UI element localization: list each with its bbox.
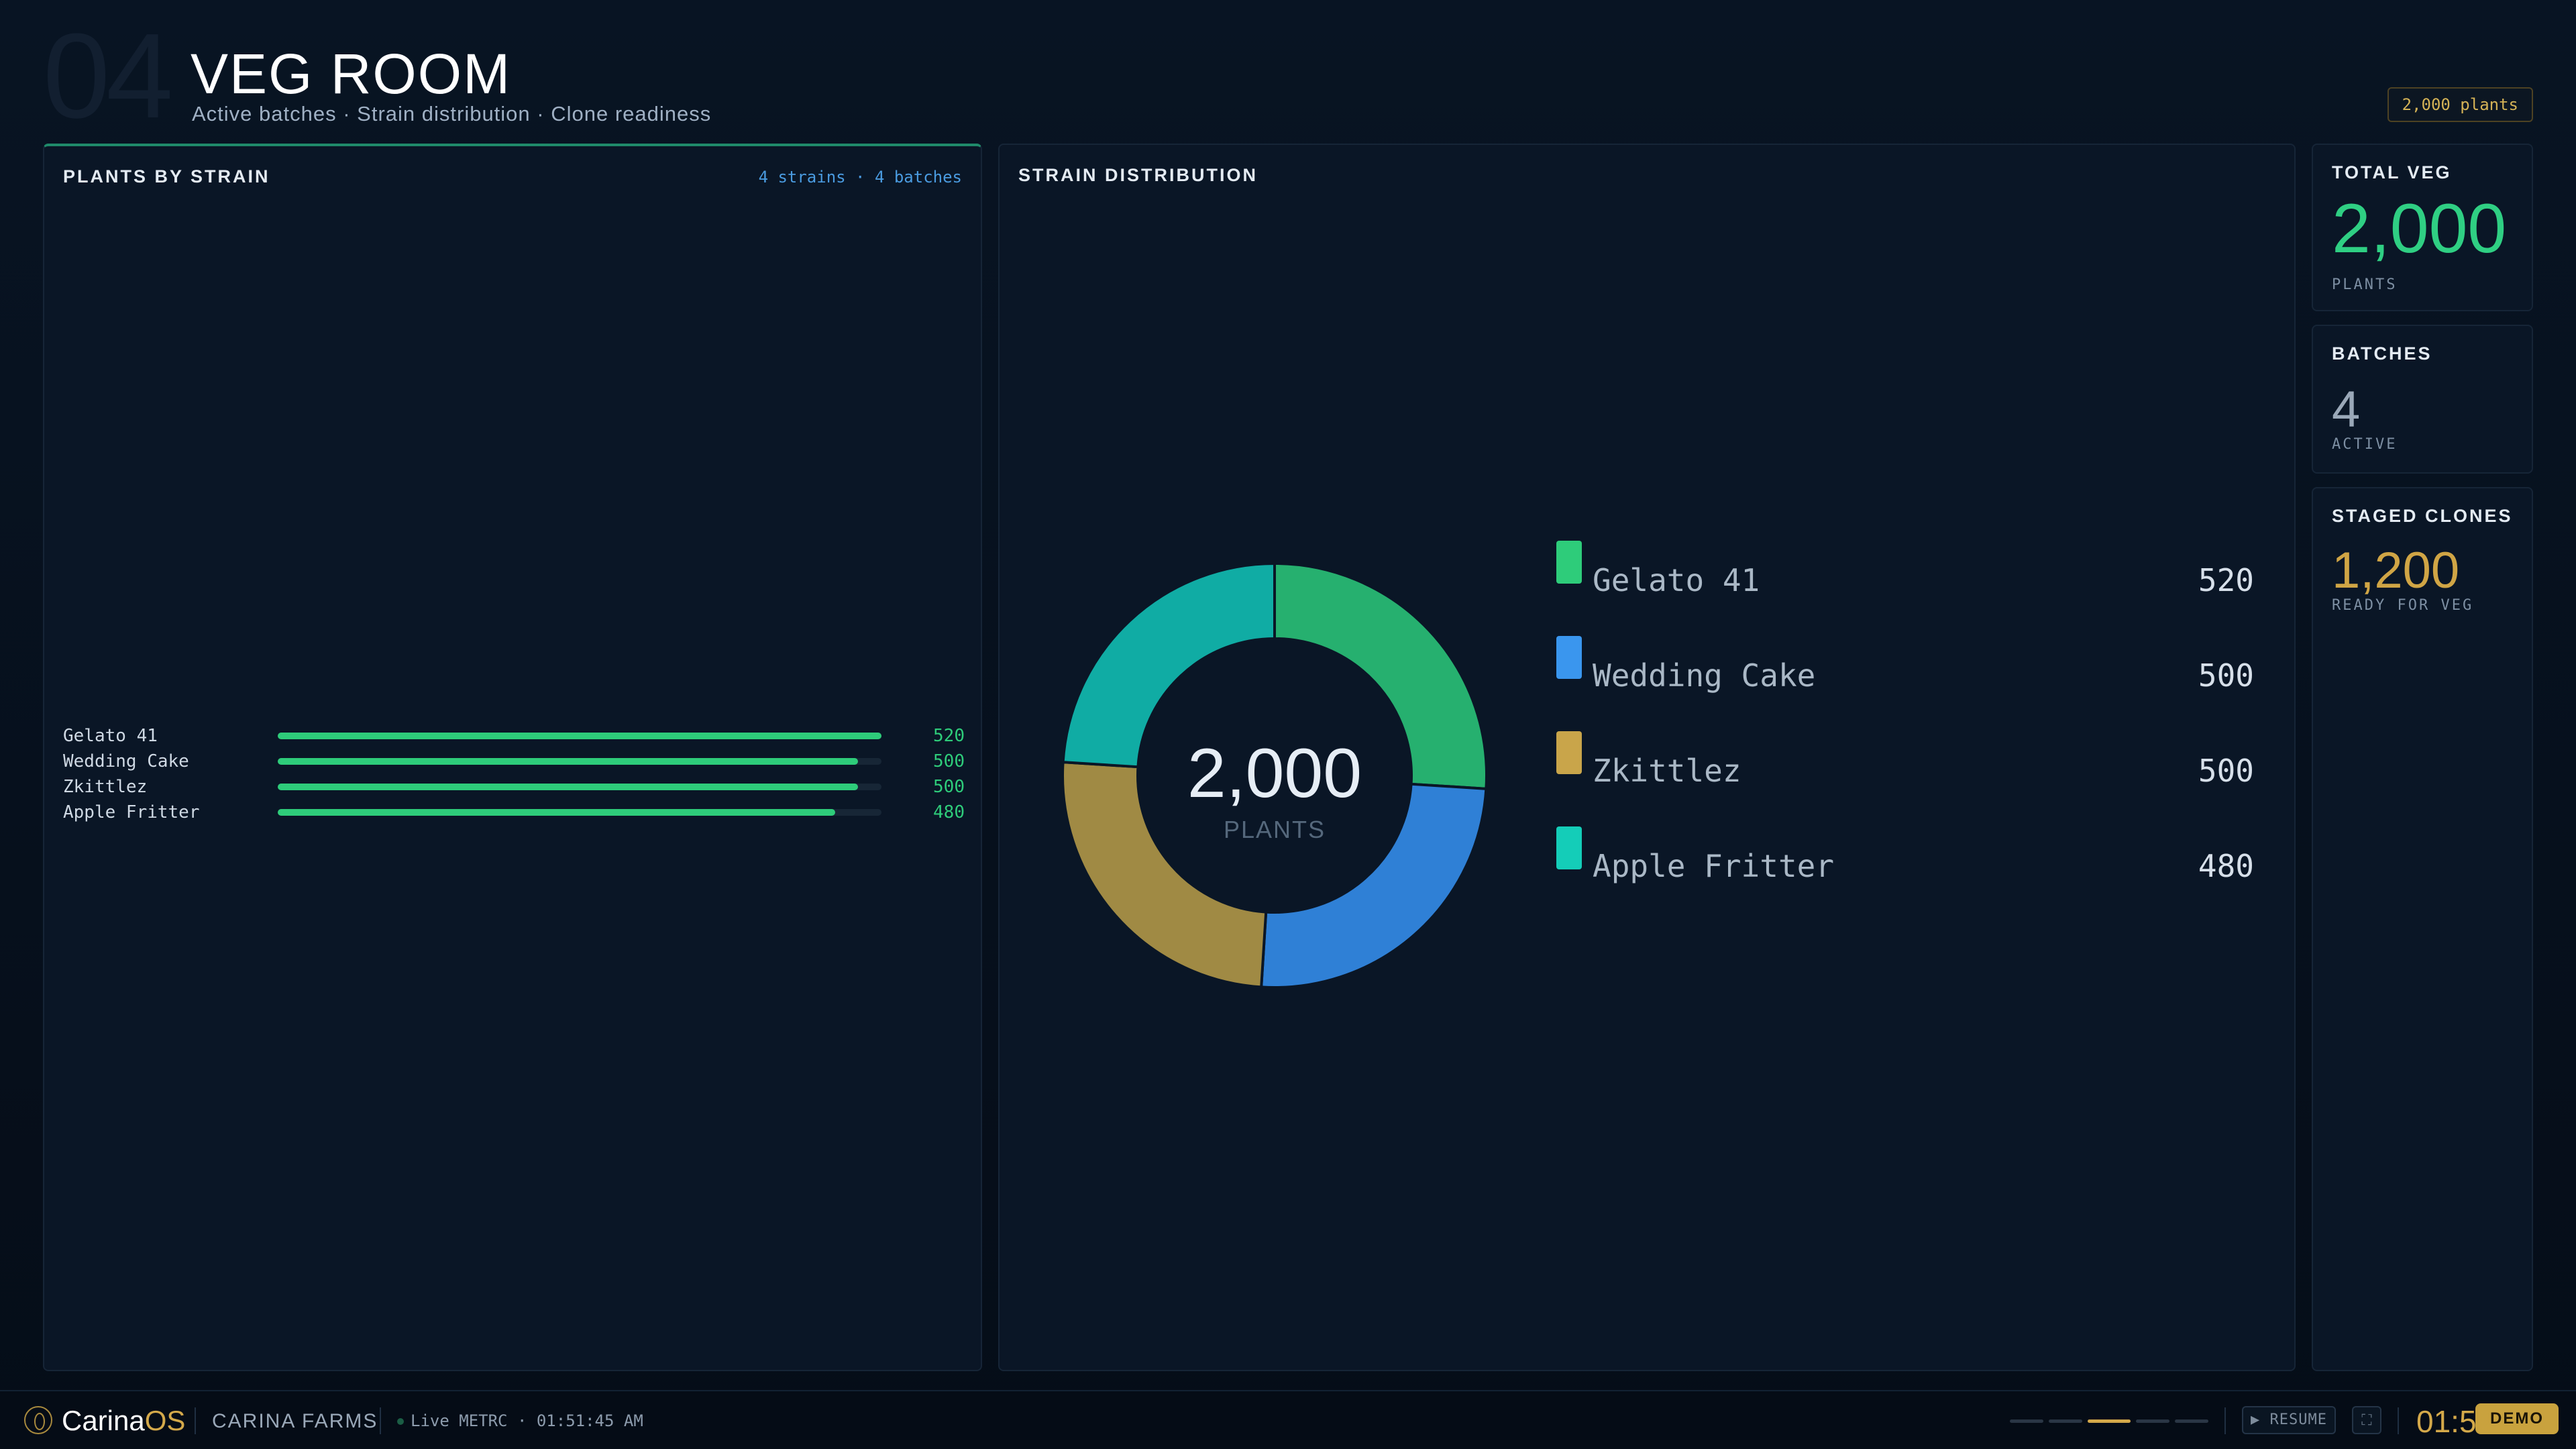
legend-label: Zkittlez: [1593, 753, 1741, 789]
brand-main: Carina: [62, 1405, 145, 1436]
strain-bar-label: Wedding Cake: [63, 751, 189, 771]
donut-total-label: PLANTS: [1223, 816, 1326, 843]
page-dot[interactable]: [2049, 1419, 2082, 1423]
page-number: 04: [43, 9, 173, 144]
plants-by-strain-panel: PLANTS BY STRAIN 4 strains · 4 batches G…: [43, 144, 982, 1371]
strain-bar-track: [278, 784, 881, 790]
batches-value: 4: [2332, 381, 2361, 438]
donut-total-value: 2,000: [1187, 735, 1362, 812]
strain-bar-value: 480: [933, 802, 965, 822]
brand-name: CarinaOS: [62, 1405, 185, 1437]
strain-bar-track: [278, 758, 881, 765]
strain-bar-track: [278, 733, 881, 739]
strain-bar-label: Gelato 41: [63, 726, 158, 746]
strain-bar-fill: [278, 784, 859, 790]
legend-label: Wedding Cake: [1593, 657, 1816, 694]
page-dot[interactable]: [2010, 1419, 2043, 1423]
page-dot[interactable]: [2136, 1419, 2169, 1423]
live-status-dot-icon: [397, 1418, 404, 1425]
page-subtitle: Active batches · Strain distribution · C…: [192, 102, 712, 125]
strain-bar-row: Wedding Cake 500: [63, 750, 965, 775]
carina-logo-icon: [24, 1406, 52, 1434]
legend-swatch: [1556, 541, 1582, 584]
batches-card: BATCHES 4 ACTIVE: [2312, 325, 2533, 474]
donut-slice-apple-fritter: [1061, 561, 1276, 769]
donut-slice-wedding-cake: [1260, 782, 1488, 989]
legend-label: Apple Fritter: [1593, 848, 1835, 884]
divider: [2224, 1407, 2226, 1434]
strain-bar-list: Gelato 41 520 Wedding Cake 500 Zkittlez 500 Ap…: [63, 724, 965, 826]
staged-clones-value: 1,200: [2332, 542, 2460, 599]
legend-item: Zkittlez 500: [1556, 731, 2254, 826]
staged-clones-card: STAGED CLONES 1,200 READY FOR VEG: [2312, 487, 2533, 1371]
page-title: VEG ROOM: [191, 42, 512, 105]
strain-bar-fill: [278, 758, 859, 765]
total-veg-value: 2,000: [2332, 190, 2507, 268]
strain-bar-row: Apple Fritter 480: [63, 801, 965, 826]
company-name: CARINA FARMS: [212, 1410, 378, 1432]
strain-meta: 4 strains · 4 batches: [758, 168, 962, 186]
card-title: BATCHES: [2332, 343, 2432, 364]
strain-distribution-panel: STRAIN DISTRIBUTION 2,000 PLANTS Gelato …: [998, 144, 2296, 1371]
brand-suffix: OS: [144, 1405, 186, 1436]
legend-value: 500: [2198, 657, 2254, 694]
demo-badge: DEMO: [2475, 1403, 2559, 1434]
page-dot[interactable]: [2088, 1419, 2131, 1423]
panel-title: STRAIN DISTRIBUTION: [1018, 165, 1258, 185]
strain-bar-value: 520: [933, 726, 965, 746]
donut-legend: Gelato 41 520 Wedding Cake 500 Zkittlez 500 Ap…: [1556, 541, 2254, 922]
strain-bar-fill: [278, 733, 881, 739]
divider: [195, 1407, 196, 1434]
strain-bar-fill: [278, 809, 835, 816]
legend-swatch: [1556, 731, 1582, 774]
strain-bar-track: [278, 809, 881, 816]
strain-bar-row: Gelato 41 520: [63, 724, 965, 750]
fullscreen-icon[interactable]: ⛶: [2352, 1406, 2381, 1434]
donut-slice-zkittlez: [1061, 761, 1268, 989]
card-title: TOTAL VEG: [2332, 162, 2452, 182]
strain-donut-chart: [1061, 561, 1488, 989]
plant-count-badge: 2,000 plants: [2387, 87, 2533, 122]
strain-bar-label: Zkittlez: [63, 777, 148, 797]
divider: [380, 1407, 381, 1434]
legend-swatch: [1556, 826, 1582, 869]
divider: [2398, 1407, 2399, 1434]
strain-bar-row: Zkittlez 500: [63, 775, 965, 801]
batches-label: ACTIVE: [2332, 436, 2398, 453]
staged-clones-label: READY FOR VEG: [2332, 597, 2474, 614]
legend-item: Wedding Cake 500: [1556, 636, 2254, 731]
strain-bar-value: 500: [933, 777, 965, 797]
legend-value: 480: [2198, 848, 2254, 884]
total-veg-card: TOTAL VEG 2,000 PLANTS: [2312, 144, 2533, 311]
donut-slice-gelato-41: [1273, 561, 1488, 790]
legend-swatch: [1556, 636, 1582, 679]
legend-value: 520: [2198, 562, 2254, 598]
page-dot[interactable]: [2175, 1419, 2208, 1423]
legend-label: Gelato 41: [1593, 562, 1760, 598]
live-status: Live METRC · 01:51:45 AM: [411, 1411, 643, 1430]
total-veg-label: PLANTS: [2332, 276, 2398, 293]
resume-button[interactable]: ▶ RESUME: [2242, 1406, 2336, 1434]
legend-item: Gelato 41 520: [1556, 541, 2254, 636]
strain-bar-label: Apple Fritter: [63, 802, 200, 822]
donut-center: 2,000 PLANTS: [1060, 561, 1489, 990]
footer-bar: CarinaOS CARINA FARMS Live METRC · 01:51…: [0, 1390, 2576, 1449]
clock: 01:5: [2416, 1404, 2477, 1439]
page-header: 04 VEG ROOM Active batches · Strain dist…: [43, 16, 2533, 137]
legend-value: 500: [2198, 753, 2254, 789]
panel-title: PLANTS BY STRAIN: [63, 166, 270, 186]
card-title: STAGED CLONES: [2332, 506, 2513, 526]
legend-item: Apple Fritter 480: [1556, 826, 2254, 922]
strain-bar-value: 500: [933, 751, 965, 771]
